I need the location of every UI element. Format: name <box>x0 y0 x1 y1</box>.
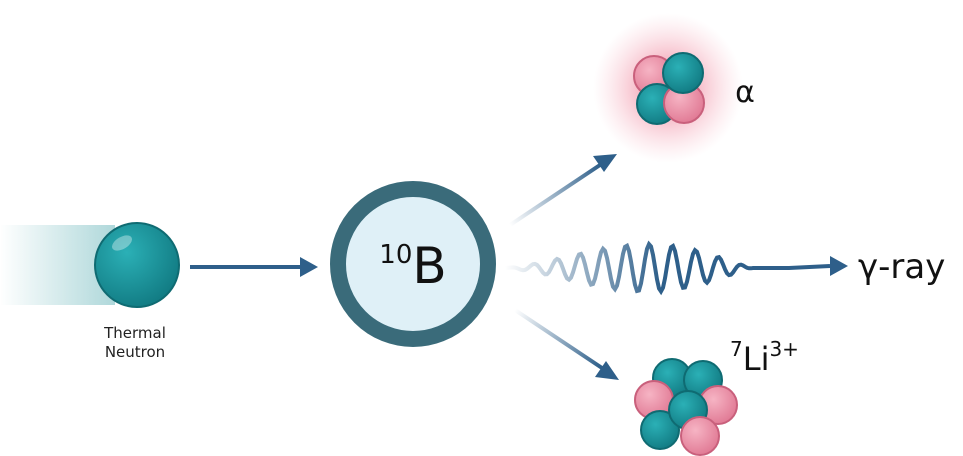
gamma-wave <box>505 244 830 291</box>
mass-number: 10 <box>379 240 412 270</box>
neutron-label: Thermal <box>103 324 166 342</box>
gamma-label: γ-ray <box>858 247 945 287</box>
alpha-label: α <box>735 75 755 110</box>
arrowhead <box>300 257 318 277</box>
diagram: Thermal Neutron 10B α γ-ray 7Li3+ <box>0 0 963 456</box>
arrowhead <box>830 256 848 276</box>
lithium-nucleus <box>635 359 737 455</box>
neutron <box>95 223 179 307</box>
neutron-label: Neutron <box>105 343 165 361</box>
element-symbol: B <box>412 237 446 295</box>
page: {"neutron": {"label_lines": ["Thermal", … <box>0 0 963 456</box>
charge: 3+ <box>769 337 798 361</box>
lithium-label: 7Li3+ <box>730 337 799 378</box>
mass-number: 7 <box>730 337 743 361</box>
alpha-particle <box>634 53 704 124</box>
arrow <box>515 310 605 370</box>
element-symbol: Li <box>743 340 770 378</box>
arrow <box>510 163 603 225</box>
